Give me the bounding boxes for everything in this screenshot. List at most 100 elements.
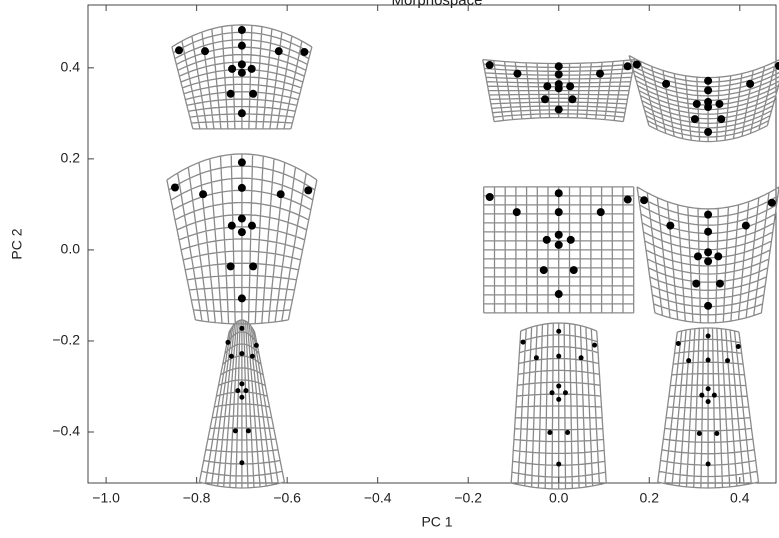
landmark xyxy=(228,64,237,73)
deformation-grid xyxy=(166,153,318,325)
landmark xyxy=(704,86,713,95)
landmark xyxy=(239,460,245,466)
deformation-grid xyxy=(483,186,635,314)
landmark xyxy=(239,351,245,357)
landmark xyxy=(556,328,562,334)
landmark xyxy=(699,392,705,398)
landmark xyxy=(711,392,717,398)
landmark xyxy=(623,195,632,204)
landmark xyxy=(692,279,701,288)
landmark xyxy=(554,62,563,71)
glyphs xyxy=(166,24,779,490)
landmark xyxy=(237,109,246,118)
landmark xyxy=(512,208,521,217)
y-axis-label: PC 2 xyxy=(9,228,25,259)
deformation-grid xyxy=(628,55,779,143)
landmark xyxy=(690,115,699,124)
landmark xyxy=(247,64,256,73)
chart-title: Morphospace xyxy=(392,0,483,9)
landmark xyxy=(692,99,701,108)
landmark xyxy=(554,230,563,239)
landmark xyxy=(704,301,713,310)
landmark xyxy=(170,183,179,192)
landmark xyxy=(562,390,568,396)
deformation-grid xyxy=(482,58,636,123)
x-tick-label: −0.8 xyxy=(183,490,211,506)
landmark xyxy=(705,461,711,467)
landmark xyxy=(549,390,555,396)
landmark xyxy=(568,95,577,104)
landmark xyxy=(239,325,245,331)
landmark xyxy=(704,127,713,136)
landmark xyxy=(533,355,539,361)
landmark xyxy=(554,290,563,299)
landmark xyxy=(767,198,776,207)
landmark xyxy=(556,461,562,467)
landmark xyxy=(704,76,713,85)
landmark xyxy=(714,430,720,436)
landmark xyxy=(774,61,779,70)
landmark xyxy=(513,69,522,78)
landmark xyxy=(675,340,681,346)
landmark xyxy=(705,357,711,363)
y-tick-label: −0.4 xyxy=(52,423,80,439)
landmark xyxy=(696,430,702,436)
landmark xyxy=(592,342,598,348)
landmark xyxy=(237,214,246,223)
landmark xyxy=(237,68,246,77)
landmark xyxy=(227,221,236,230)
x-tick-label: 0.4 xyxy=(730,490,750,506)
x-tick-label: −0.4 xyxy=(364,490,392,506)
landmark xyxy=(554,240,563,249)
x-tick-label: −0.6 xyxy=(273,490,301,506)
landmark xyxy=(556,396,562,402)
landmark xyxy=(565,429,571,435)
landmark xyxy=(249,262,258,271)
landmark xyxy=(735,344,741,350)
landmark xyxy=(554,189,563,198)
landmark xyxy=(237,158,246,167)
landmark xyxy=(704,103,713,112)
landmark xyxy=(175,46,184,55)
deformation-grid xyxy=(657,327,760,489)
landmark xyxy=(705,386,711,392)
landmark xyxy=(705,333,711,339)
y-tick-label: 0.0 xyxy=(61,241,81,257)
landmark xyxy=(705,399,711,405)
y-tick-label: 0.4 xyxy=(61,59,81,75)
landmark xyxy=(235,388,241,394)
landmark xyxy=(623,62,632,71)
landmark xyxy=(274,47,283,56)
landmark xyxy=(704,257,713,266)
landmark xyxy=(554,84,563,93)
landmark xyxy=(243,388,249,394)
landmark xyxy=(566,235,575,244)
landmark xyxy=(237,294,246,303)
landmark xyxy=(569,266,578,275)
landmark xyxy=(226,89,235,98)
landmark xyxy=(304,186,313,195)
landmark xyxy=(543,82,552,91)
landmark xyxy=(245,428,251,434)
landmark xyxy=(704,210,713,219)
deformation-grid xyxy=(636,186,779,324)
landmark xyxy=(249,353,255,359)
landmark xyxy=(704,227,713,236)
landmark xyxy=(237,26,246,35)
landmark xyxy=(547,429,553,435)
deformation-grid xyxy=(198,319,286,489)
landmark xyxy=(725,358,731,364)
landmark xyxy=(237,60,246,69)
deformation-grid xyxy=(171,24,313,130)
landmark xyxy=(554,70,563,79)
landmark xyxy=(201,47,210,56)
landmark xyxy=(247,221,256,230)
plot-frame xyxy=(87,4,777,484)
landmark xyxy=(556,353,562,359)
x-axis-label: PC 1 xyxy=(421,514,452,530)
landmark xyxy=(485,61,494,70)
landmark xyxy=(228,353,234,359)
landmark xyxy=(300,48,309,57)
landmark xyxy=(239,381,245,387)
